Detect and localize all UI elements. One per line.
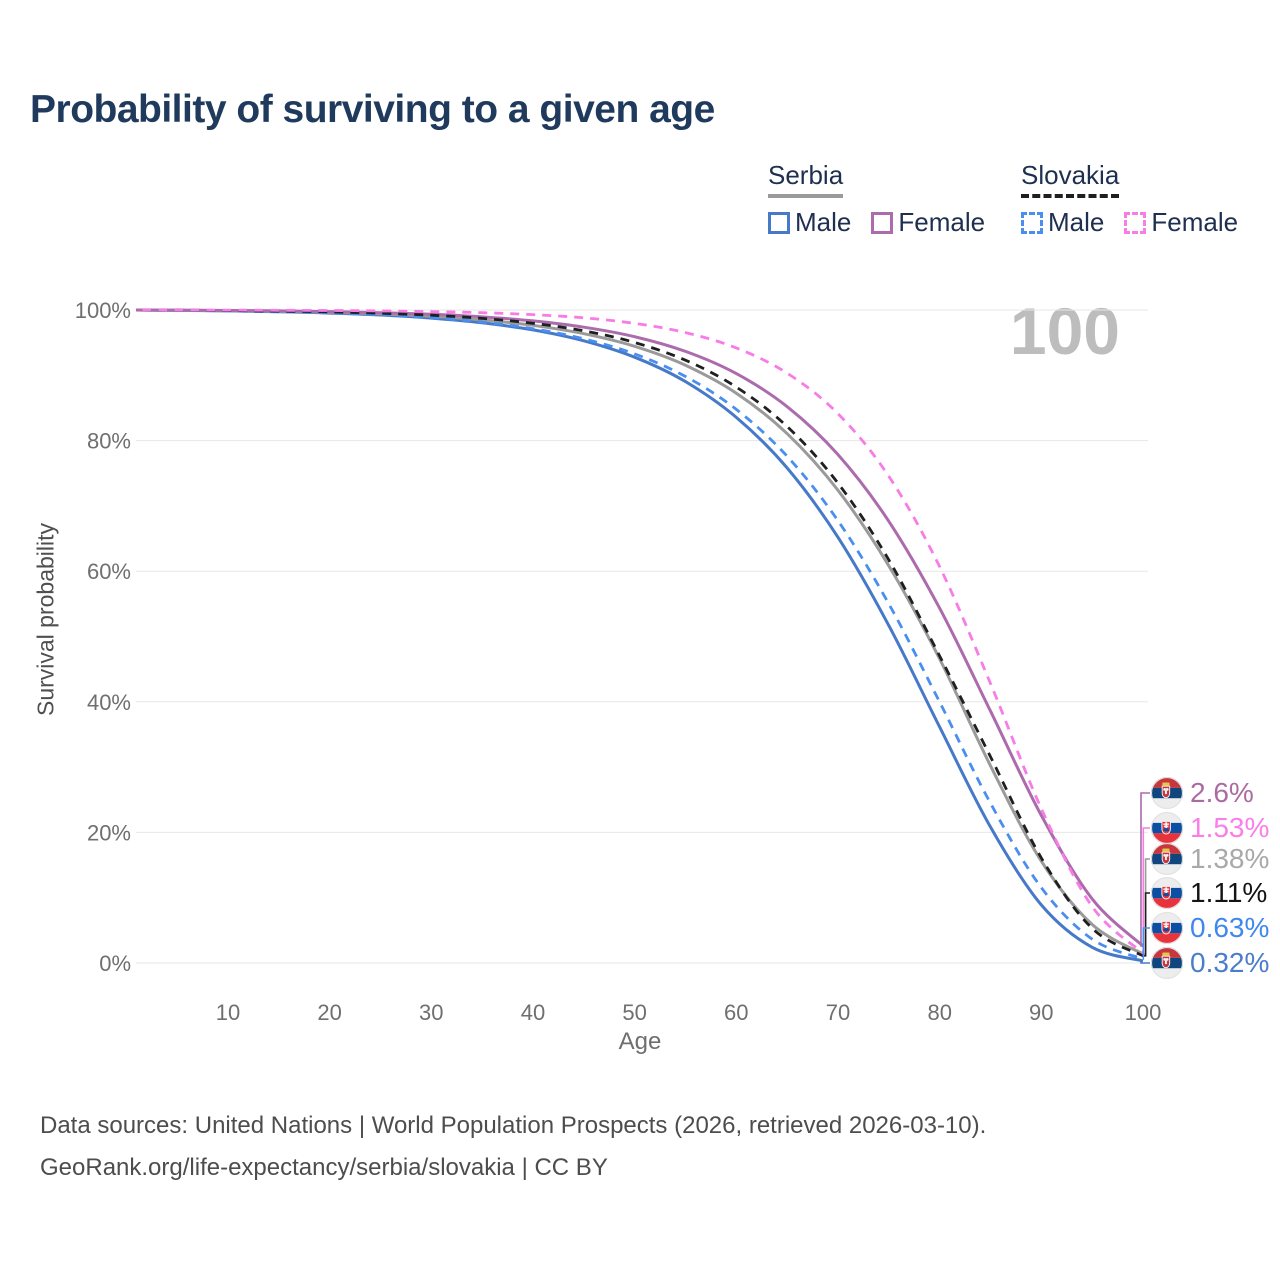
end-label-value: 0.32%: [1190, 947, 1270, 978]
end-label-value: 1.38%: [1190, 843, 1270, 874]
page-title: Probability of surviving to a given age: [30, 88, 715, 131]
connector-serbia-male: [1140, 960, 1150, 964]
legend-item-serbia-female[interactable]: Female: [871, 207, 985, 238]
end-label-value: 2.6%: [1190, 777, 1254, 808]
age-counter-watermark: 100: [1009, 294, 1120, 368]
x-axis-title: Age: [618, 1028, 662, 1055]
curve-serbia-female: [136, 308, 1145, 948]
footer: Data sources: United Nations | World Pop…: [40, 1105, 986, 1189]
end-label-value: 1.11%: [1190, 877, 1268, 908]
legend-label-serbia-female: Female: [898, 207, 986, 237]
curve-slovakia-both: [136, 308, 1144, 958]
end-label-value: 0.63%: [1190, 912, 1270, 943]
legend-item-serbia-male[interactable]: Male: [768, 207, 851, 238]
legend-group-slovakia: Slovakia Male Female: [1021, 160, 1238, 238]
x-tick-label: 80: [927, 1000, 951, 1025]
label-connectors: [1140, 792, 1150, 964]
legend-group-serbia: Serbia Male Female: [768, 160, 985, 238]
connector-slovakia-both: [1143, 892, 1150, 957]
connector-slovakia-male: [1142, 927, 1150, 960]
y-tick-label: 60%: [87, 559, 131, 584]
x-tick-label: 40: [521, 1000, 545, 1025]
x-tick-label: 90: [1029, 1000, 1053, 1025]
curve-serbia-both: [136, 308, 1144, 956]
footer-citation-link: GeoRank.org/life-expectancy/serbia/slova…: [40, 1154, 608, 1181]
gridlines: 0% 20% 40% 60% 80% 100% 10 20 30 40 50 60 70 80 90 100: [75, 298, 1162, 1025]
legend-items-serbia: Male Female: [768, 207, 985, 238]
legend-item-slovakia-male[interactable]: Male: [1021, 207, 1104, 238]
serbia-flag-icon: [1151, 843, 1183, 875]
end-label-serbia-both: 1.38%: [1151, 843, 1269, 875]
footer-data-sources: Data sources: United Nations | World Pop…: [40, 1112, 987, 1139]
curve-slovakia-female: [136, 308, 1144, 955]
serbia-flag-icon: [1151, 947, 1183, 979]
slovakia-flag-icon: [1151, 877, 1183, 909]
y-tick-label: 0%: [99, 951, 131, 976]
serbia-flag-icon: [1151, 777, 1183, 809]
legend-item-slovakia-female[interactable]: Female: [1124, 207, 1238, 238]
legend-items-slovakia: Male Female: [1021, 207, 1238, 238]
x-tick-label: 20: [317, 1000, 341, 1025]
x-tick-label: 50: [622, 1000, 646, 1025]
x-tick-label: 60: [724, 1000, 748, 1025]
slovakia-male-swatch: [1021, 211, 1043, 234]
end-label-slovakia-male: 0.63%: [1151, 912, 1269, 944]
slovakia-flag-icon: [1151, 912, 1183, 944]
end-label-slovakia-female: 1.53%: [1151, 812, 1269, 844]
end-label-value: 1.53%: [1190, 812, 1270, 843]
serbia-female-swatch: [871, 211, 894, 234]
curve-serbia-male: [136, 308, 1144, 963]
connector-serbia-female: [1140, 792, 1150, 947]
y-tick-label: 80%: [87, 429, 131, 454]
end-label-serbia-male: 0.32%: [1151, 947, 1269, 979]
serbia-male-swatch: [768, 211, 790, 234]
legend-header-serbia[interactable]: Serbia: [768, 160, 844, 198]
end-label-serbia-female: 2.6%: [1151, 777, 1254, 809]
end-label-slovakia-both: 1.11%: [1151, 877, 1267, 909]
series-curves: [136, 308, 1145, 963]
x-tick-label: 70: [826, 1000, 850, 1025]
y-tick-label: 40%: [87, 690, 131, 715]
x-tick-label: 10: [216, 1000, 240, 1025]
legend-label-slovakia-female: Female: [1151, 207, 1239, 237]
slovakia-female-swatch: [1124, 211, 1147, 234]
y-tick-label: 20%: [87, 820, 131, 845]
legend-header-slovakia[interactable]: Slovakia: [1021, 160, 1120, 198]
legend-label-slovakia-male: Male: [1048, 207, 1105, 237]
curve-slovakia-male: [136, 308, 1144, 961]
x-tick-label: 100: [1125, 1000, 1162, 1025]
slovakia-flag-icon: [1151, 812, 1183, 844]
y-tick-label: 100%: [75, 298, 131, 323]
x-tick-label: 30: [419, 1000, 443, 1025]
legend-label-serbia-male: Male: [795, 207, 852, 237]
